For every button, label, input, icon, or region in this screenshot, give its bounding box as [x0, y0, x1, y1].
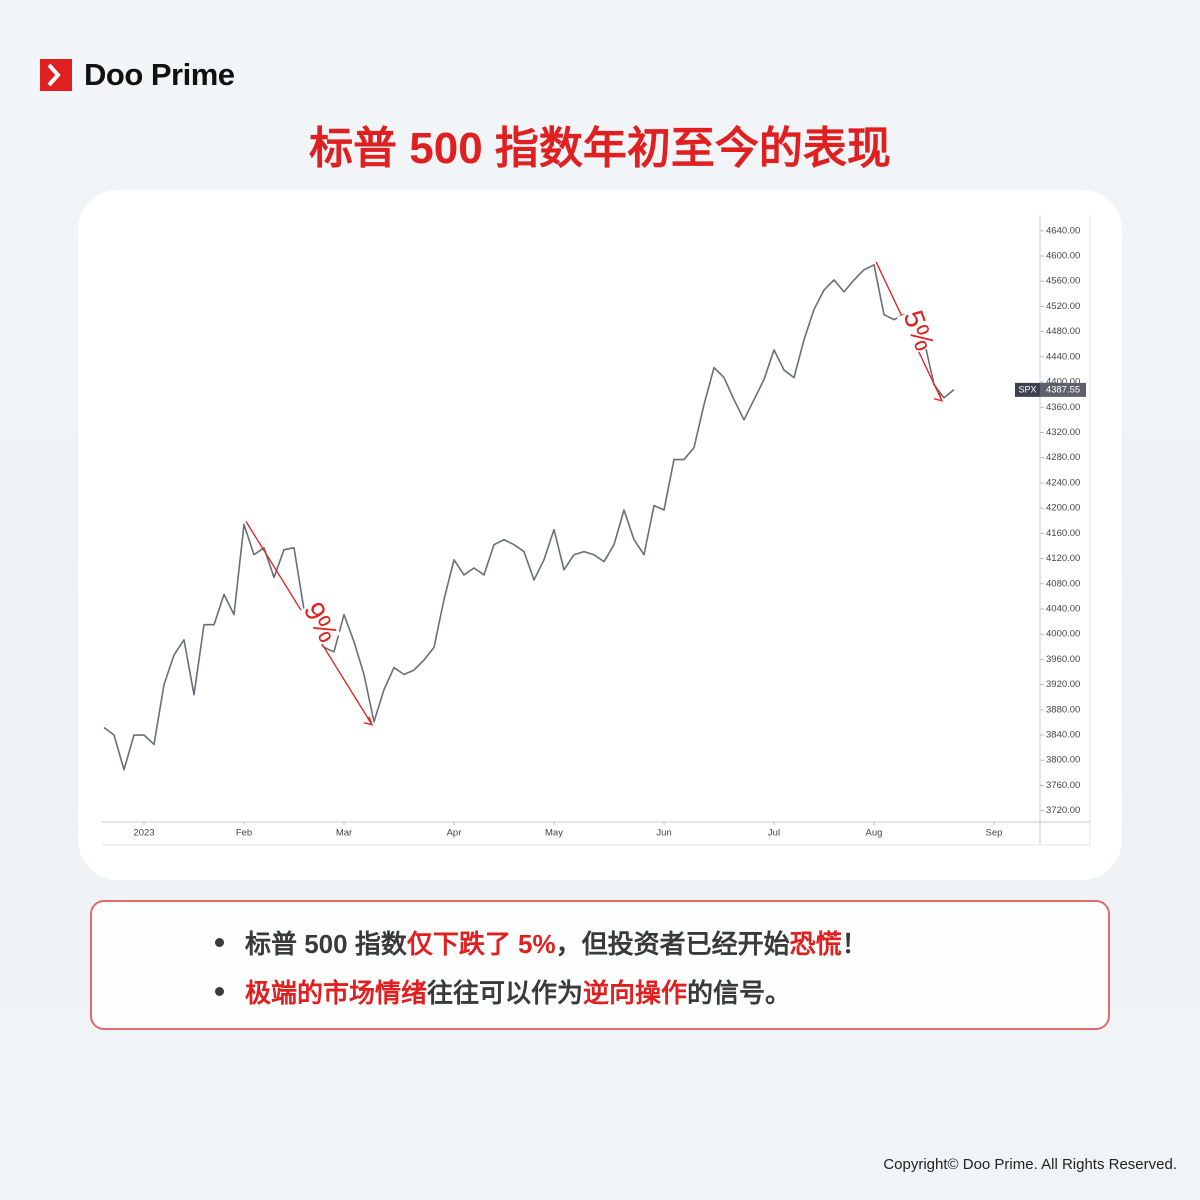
x-tick-label: May: [545, 828, 563, 839]
bullet-run: 标普 500 指数: [245, 929, 407, 959]
y-tick-label: 4360.00: [1046, 402, 1080, 413]
plot-area: [102, 215, 1040, 822]
bullet-run: 逆向操作: [583, 978, 688, 1008]
y-tick-label: 4160.00: [1046, 528, 1080, 539]
y-tick-label: 4120.00: [1046, 553, 1080, 564]
y-tick-label: 3960.00: [1046, 654, 1080, 665]
title: 标普 500 指数年初至今的表现: [309, 124, 891, 173]
annotation-gap: [897, 307, 937, 355]
x-tick-label: Feb: [236, 828, 252, 839]
note-box: 标普 500 指数仅下跌了 5%，但投资者已经开始恐慌！ 极端的市场情绪往往可以…: [90, 900, 1110, 1030]
annotation-arrow: [933, 392, 944, 402]
x-tick-label: 2023: [133, 828, 154, 839]
logo-mark: [47, 63, 61, 87]
y-tick-label: 4440.00: [1046, 351, 1080, 362]
y-tick-label: 3800.00: [1046, 755, 1080, 766]
brand: Doo Prime: [84, 57, 235, 92]
y-tick-label: 4040.00: [1046, 603, 1080, 614]
bullet-run: 恐慌: [789, 929, 842, 959]
y-tick-label: 4240.00: [1046, 477, 1080, 488]
logo: Doo Prime: [40, 57, 235, 93]
x-tick-label: Jun: [656, 828, 671, 839]
y-tick-label: 4400.00: [1046, 377, 1080, 388]
y-tick-label: 3920.00: [1046, 679, 1080, 690]
y-tick-label: 4520.00: [1046, 301, 1080, 312]
price-tag-value: 4387.55: [1046, 384, 1080, 395]
price-tag: [1040, 382, 1086, 397]
x-tick-label: Apr: [447, 828, 462, 839]
y-tick-label: 4480.00: [1046, 326, 1080, 337]
y-tick-label: 3720.00: [1046, 805, 1080, 816]
y-tick-label: 3840.00: [1046, 730, 1080, 741]
price-line: [103, 263, 955, 771]
price-tag-name: [1015, 382, 1040, 397]
x-tick-label: Mar: [336, 828, 352, 839]
y-tick-label: 4280.00: [1046, 452, 1080, 463]
price-tag-name-text: SPX: [1018, 384, 1036, 394]
bullet-run: 往往可以作为: [427, 978, 584, 1008]
y-tick-label: 3880.00: [1046, 704, 1080, 715]
y-tick-label: 4000.00: [1046, 629, 1080, 640]
y-tick-label: 4560.00: [1046, 276, 1080, 287]
bullet-run: ，但投资者已经开始: [555, 929, 790, 959]
bullet: 标普 500 指数仅下跌了 5%，但投资者已经开始恐慌！: [215, 924, 868, 961]
x-tick-label: Sep: [986, 828, 1003, 839]
annotation-gap: [297, 598, 341, 648]
y-tick-label: 3760.00: [1046, 780, 1080, 791]
y-tick-label: 4320.00: [1046, 427, 1080, 438]
chart: 3720.00 3760.00 3800.00 3840.00 3880.00 3920.…: [102, 215, 1091, 846]
y-tick-label: 4080.00: [1046, 578, 1080, 589]
annotation-arrow: [363, 716, 374, 726]
x-tick-label: Aug: [866, 828, 883, 839]
logo-icon: [40, 59, 72, 91]
x-tick-label: Jul: [768, 828, 780, 839]
bullet-text: 极端的市场情绪往往可以作为逆向操作的信号。: [245, 978, 791, 1008]
y-tick-label: 4600.00: [1046, 250, 1080, 261]
copyright: Copyright© Doo Prime. All Rights Reserve…: [883, 1156, 1177, 1173]
bullet-run: 的信号。: [687, 978, 792, 1008]
bullet-text: 标普 500 指数仅下跌了 5%，但投资者已经开始恐慌！: [245, 929, 868, 959]
y-tick-label: 4200.00: [1046, 503, 1080, 514]
bullet-run: ！: [841, 929, 868, 959]
bullet-run: 仅下跌了 5%: [406, 929, 556, 959]
y-tick-label: 4640.00: [1046, 225, 1080, 236]
bullet: 极端的市场情绪往往可以作为逆向操作的信号。: [215, 973, 791, 1010]
bullet-run: 极端的市场情绪: [245, 978, 428, 1008]
